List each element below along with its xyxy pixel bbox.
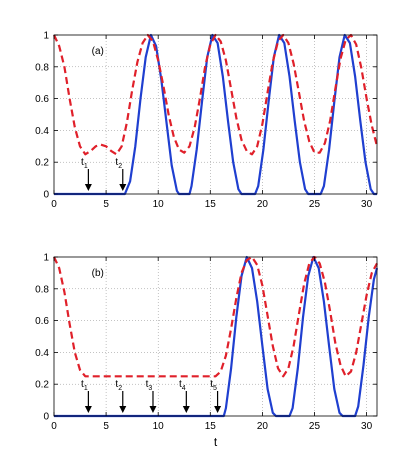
y-tick-label: 0.4: [35, 348, 49, 359]
x-tick-label: 0: [51, 421, 57, 432]
x-tick-label: 20: [257, 421, 269, 432]
x-tick-label: 25: [309, 199, 321, 210]
x-tick-label: 20: [257, 199, 269, 210]
arrow-label-base: t: [81, 379, 84, 390]
y-tick-label: 1: [43, 31, 49, 42]
y-tick-label: 0.4: [35, 126, 49, 137]
arrow-head-icon: [84, 406, 92, 413]
arrow-head-icon: [182, 406, 190, 413]
y-tick-label: 0.8: [35, 62, 49, 73]
arrow-head-icon: [149, 406, 157, 413]
arrow-head-icon: [119, 406, 127, 413]
time-arrow-t2: t2: [115, 379, 127, 413]
y-tick-label: 0: [43, 190, 49, 201]
plot-frame: [53, 34, 378, 195]
y-tick-label: 0: [43, 412, 49, 423]
arrow-label-base: t: [210, 379, 213, 390]
y-tick-label: 0.6: [35, 316, 49, 327]
arrow-label: t2: [115, 157, 122, 170]
x-tick-label: 5: [103, 421, 109, 432]
x-tick-label: 0: [51, 199, 57, 210]
x-tick-label: 30: [361, 199, 373, 210]
arrow-label-subscript: 2: [118, 163, 122, 170]
panel-label: (b): [92, 268, 104, 279]
arrow-label-base: t: [146, 379, 149, 390]
solid-series-line: [54, 255, 379, 418]
arrow-label: t1: [81, 379, 88, 392]
time-arrow-t2: t2: [115, 157, 127, 191]
arrow-label-subscript: 5: [213, 385, 217, 392]
y-tick-label: 0.2: [35, 380, 49, 391]
time-arrow-t1: t1: [81, 157, 92, 191]
dashed-series-line: [53, 255, 378, 378]
x-tick-label: 15: [205, 421, 217, 432]
x-tick-label: 10: [153, 199, 165, 210]
x-tick-label: 5: [103, 199, 109, 210]
arrow-head-icon: [119, 184, 127, 191]
arrow-label-subscript: 4: [182, 385, 186, 392]
x-tick-label: 15: [205, 199, 217, 210]
time-arrow-t5: t5: [210, 379, 222, 413]
time-arrow-t4: t4: [179, 379, 190, 413]
arrow-label-subscript: 2: [118, 385, 122, 392]
panel-label: (a): [92, 46, 104, 57]
arrow-label: t5: [210, 379, 217, 392]
x-tick-label: 30: [361, 421, 373, 432]
arrow-label: t3: [146, 379, 153, 392]
x-tick-label: 10: [153, 421, 165, 432]
solid-series-line: [54, 33, 377, 196]
arrow-label-base: t: [179, 379, 182, 390]
arrow-label-subscript: 1: [84, 385, 88, 392]
y-tick-label: 0.2: [35, 158, 49, 169]
arrow-label-base: t: [81, 157, 84, 168]
y-tick-label: 1: [43, 253, 49, 264]
arrow-label: t2: [115, 379, 122, 392]
arrow-label-base: t: [115, 379, 118, 390]
x-axis-label: t: [214, 435, 218, 449]
arrow-head-icon: [84, 184, 92, 191]
arrow-label: t1: [81, 157, 88, 170]
time-arrow-t1: t1: [81, 379, 92, 413]
y-tick-label: 0.8: [35, 284, 49, 295]
y-tick-label: 0.6: [35, 94, 49, 105]
time-arrow-t3: t3: [146, 379, 157, 413]
arrow-label-base: t: [115, 157, 118, 168]
plot-frame: [53, 256, 378, 417]
arrow-label-subscript: 3: [148, 385, 152, 392]
arrow-label: t4: [179, 379, 186, 392]
arrow-head-icon: [214, 406, 222, 413]
arrow-label-subscript: 1: [84, 163, 88, 170]
x-tick-label: 25: [309, 421, 321, 432]
